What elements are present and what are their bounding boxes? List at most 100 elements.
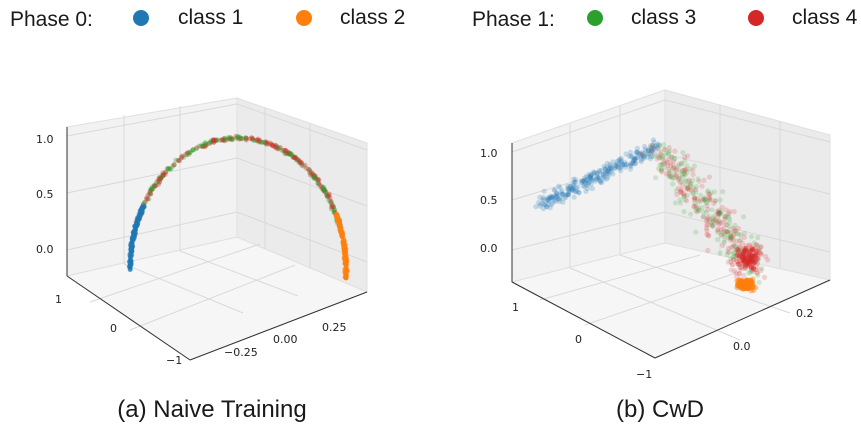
point-class-2 — [743, 279, 749, 285]
point-class-1 — [533, 204, 539, 210]
point-class-1 — [648, 148, 654, 154]
point-class-3 — [150, 186, 156, 192]
point-class-2 — [741, 282, 747, 288]
point-class-4 — [331, 204, 337, 210]
scatter-points-b — [533, 137, 771, 294]
point-class-1 — [605, 168, 611, 175]
point-class-4 — [267, 141, 273, 147]
point-class-1 — [651, 139, 657, 145]
point-class-3 — [214, 137, 220, 143]
point-class-4 — [730, 257, 737, 263]
point-class-3 — [263, 139, 268, 145]
point-class-2 — [744, 281, 750, 287]
point-class-1 — [564, 192, 570, 198]
point-class-4 — [302, 162, 308, 168]
point-class-2 — [746, 281, 752, 287]
point-class-3 — [679, 174, 685, 180]
point-class-1 — [542, 201, 548, 208]
point-class-2 — [744, 282, 750, 288]
point-class-4 — [142, 199, 148, 205]
point-class-4 — [219, 137, 225, 143]
point-class-4 — [294, 157, 300, 163]
point-class-1 — [622, 159, 628, 165]
point-class-3 — [229, 136, 234, 142]
point-class-4 — [666, 145, 672, 151]
point-class-3 — [324, 192, 330, 198]
point-class-3 — [301, 163, 307, 169]
x-tick-0-2: 0.2 — [796, 307, 814, 320]
point-class-4 — [730, 242, 737, 248]
point-class-2 — [745, 277, 751, 283]
point-class-1 — [136, 216, 142, 222]
point-class-3 — [224, 137, 230, 143]
point-class-2 — [744, 284, 750, 290]
point-class-4 — [694, 209, 700, 215]
point-class-4 — [274, 144, 279, 150]
point-class-3 — [283, 148, 289, 154]
point-class-2 — [748, 280, 755, 287]
point-class-2 — [743, 285, 750, 291]
legend-marker-class-2 — [296, 10, 312, 26]
point-class-3 — [173, 157, 179, 163]
point-class-2 — [737, 278, 743, 284]
point-class-2 — [737, 284, 743, 290]
point-class-1 — [606, 165, 612, 171]
point-class-1 — [592, 178, 598, 184]
point-class-1 — [554, 193, 561, 199]
point-class-4 — [721, 226, 727, 232]
point-class-2 — [743, 282, 749, 288]
point-class-3 — [240, 136, 246, 142]
point-class-4 — [654, 156, 660, 162]
point-class-2 — [738, 282, 744, 289]
point-class-2 — [337, 228, 343, 234]
point-class-1 — [631, 155, 637, 161]
point-class-3 — [315, 180, 321, 186]
point-class-4 — [749, 255, 755, 261]
point-class-1 — [542, 202, 548, 208]
point-class-2 — [742, 281, 748, 287]
point-class-4 — [149, 187, 155, 193]
point-class-1 — [654, 142, 660, 148]
point-class-4 — [308, 169, 314, 175]
point-class-4 — [264, 139, 270, 145]
point-class-2 — [743, 283, 749, 289]
point-class-3 — [166, 166, 172, 172]
point-class-4 — [735, 225, 742, 231]
point-class-4 — [210, 137, 216, 143]
point-class-2 — [743, 283, 749, 289]
point-class-1 — [596, 174, 603, 181]
point-class-3 — [180, 155, 186, 160]
point-class-1 — [579, 179, 585, 185]
point-class-3 — [660, 153, 666, 160]
point-class-3 — [690, 185, 697, 191]
point-class-1 — [550, 194, 556, 200]
point-class-4 — [706, 197, 713, 203]
point-class-1 — [638, 159, 644, 165]
point-class-1 — [632, 156, 638, 163]
point-class-2 — [743, 277, 750, 283]
point-class-3 — [657, 162, 663, 168]
point-class-4 — [747, 256, 754, 262]
point-class-3 — [235, 135, 241, 140]
point-class-2 — [740, 283, 746, 289]
point-class-2 — [337, 225, 343, 231]
point-class-3 — [185, 150, 191, 156]
point-class-2 — [747, 278, 753, 284]
y-tick-minus-1: −1 — [166, 354, 182, 367]
point-class-2 — [737, 281, 743, 287]
point-class-4 — [735, 261, 741, 267]
point-class-4 — [299, 162, 305, 168]
point-class-3 — [735, 247, 741, 253]
legend-marker-class-3 — [587, 10, 603, 26]
point-class-3 — [256, 139, 262, 145]
point-class-4 — [673, 167, 679, 173]
point-class-4 — [741, 257, 748, 263]
point-class-4 — [704, 217, 710, 223]
point-class-1 — [642, 146, 648, 152]
point-class-3 — [671, 156, 678, 162]
point-class-4 — [684, 192, 690, 198]
point-class-4 — [747, 242, 753, 248]
point-class-2 — [742, 278, 748, 284]
point-class-4 — [319, 186, 325, 192]
point-class-3 — [667, 168, 673, 174]
